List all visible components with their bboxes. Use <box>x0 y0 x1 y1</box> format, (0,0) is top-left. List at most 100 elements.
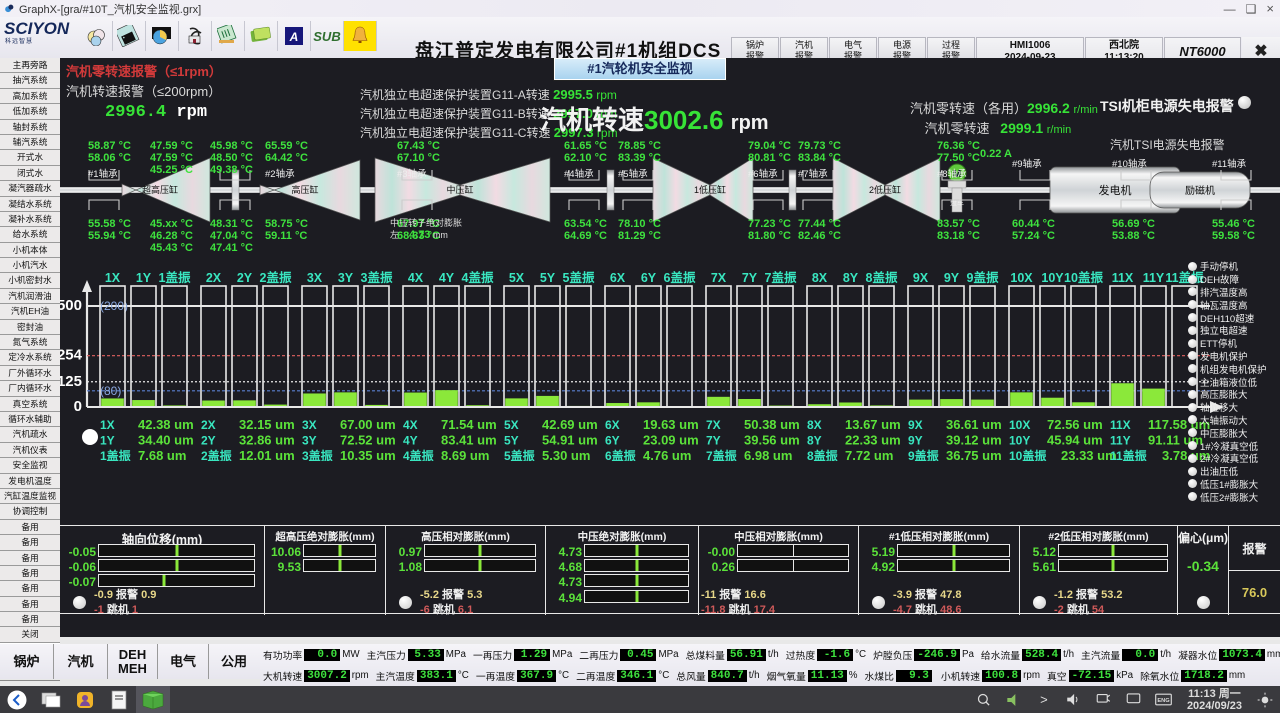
svg-text:11X: 11X <box>1110 418 1131 432</box>
svg-text:4盖振: 4盖振 <box>403 448 434 461</box>
svg-text:32.15 um: 32.15 um <box>239 417 295 432</box>
svg-text:5盖振: 5盖振 <box>504 448 535 461</box>
svg-text:4X: 4X <box>403 418 418 432</box>
svg-text:10Y: 10Y <box>1009 434 1030 448</box>
svg-text:8Y: 8Y <box>843 271 859 285</box>
svg-text:45.94 um: 45.94 um <box>1047 433 1103 448</box>
svg-text:5Y: 5Y <box>504 434 519 448</box>
svg-text:2X: 2X <box>201 418 216 432</box>
svg-text:(80): (80) <box>100 384 121 398</box>
svg-text:254: 254 <box>60 347 83 364</box>
svg-text:3盖振: 3盖振 <box>361 270 393 285</box>
svg-text:1Y: 1Y <box>100 434 115 448</box>
svg-text:9X: 9X <box>908 418 923 432</box>
svg-text:3Y: 3Y <box>302 434 317 448</box>
svg-text:5Y: 5Y <box>540 271 556 285</box>
svg-text:9盖振: 9盖振 <box>967 270 999 285</box>
svg-text:7盖振: 7盖振 <box>706 448 737 461</box>
svg-text:4盖振: 4盖振 <box>462 270 494 285</box>
svg-text:42.38 um: 42.38 um <box>138 417 194 432</box>
svg-text:3X: 3X <box>302 418 317 432</box>
svg-text:5X: 5X <box>509 271 525 285</box>
svg-text:10.35 um: 10.35 um <box>340 448 396 461</box>
svg-text:72.52 um: 72.52 um <box>340 433 396 448</box>
svg-text:11Y: 11Y <box>1110 434 1131 448</box>
svg-text:10X: 10X <box>1010 271 1033 285</box>
svg-text:13.67 um: 13.67 um <box>845 417 901 432</box>
svg-text:9盖振: 9盖振 <box>908 448 939 461</box>
svg-text:6X: 6X <box>605 418 620 432</box>
svg-text:1X: 1X <box>105 271 121 285</box>
svg-text:39.56 um: 39.56 um <box>744 433 800 448</box>
svg-text:3盖振: 3盖振 <box>302 448 333 461</box>
svg-text:42.69 um: 42.69 um <box>542 417 598 432</box>
svg-text:11盖振: 11盖振 <box>1110 448 1147 461</box>
svg-text:4.76 um: 4.76 um <box>643 448 691 461</box>
svg-text:10盖振: 10盖振 <box>1009 448 1046 461</box>
svg-text:1Y: 1Y <box>136 271 152 285</box>
svg-text:72.56 um: 72.56 um <box>1047 417 1103 432</box>
svg-text:11X: 11X <box>1112 271 1134 285</box>
svg-text:0: 0 <box>74 398 82 415</box>
svg-text:2盖振: 2盖振 <box>260 270 292 285</box>
svg-text:19.63 um: 19.63 um <box>643 417 699 432</box>
svg-text:22.33 um: 22.33 um <box>845 433 901 448</box>
svg-text:12.01 um: 12.01 um <box>239 448 295 461</box>
svg-text:6盖振: 6盖振 <box>664 270 696 285</box>
svg-text:8Y: 8Y <box>807 434 822 448</box>
svg-text:7.68 um: 7.68 um <box>138 448 186 461</box>
svg-text:32.86 um: 32.86 um <box>239 433 295 448</box>
svg-text:36.61 um: 36.61 um <box>946 417 1002 432</box>
svg-text:3Y: 3Y <box>338 271 354 285</box>
svg-text:6盖振: 6盖振 <box>605 448 636 461</box>
svg-text:(200): (200) <box>100 299 128 313</box>
svg-text:1盖振: 1盖振 <box>159 270 191 285</box>
svg-text:83.41 um: 83.41 um <box>441 433 497 448</box>
svg-text:9X: 9X <box>913 271 929 285</box>
svg-text:6Y: 6Y <box>641 271 657 285</box>
svg-text:8.69 um: 8.69 um <box>441 448 489 461</box>
svg-text:2X: 2X <box>206 271 222 285</box>
svg-text:34.40 um: 34.40 um <box>138 433 194 448</box>
svg-text:5.30 um: 5.30 um <box>542 448 590 461</box>
svg-text:10X: 10X <box>1009 418 1030 432</box>
svg-text:8盖振: 8盖振 <box>866 270 898 285</box>
svg-text:10Y: 10Y <box>1041 271 1064 285</box>
svg-text:4Y: 4Y <box>403 434 418 448</box>
svg-text:4X: 4X <box>408 271 424 285</box>
svg-text:23.09 um: 23.09 um <box>643 433 699 448</box>
svg-text:7.72 um: 7.72 um <box>845 448 893 461</box>
svg-text:2Y: 2Y <box>201 434 216 448</box>
svg-text:7X: 7X <box>711 271 727 285</box>
svg-text:5盖振: 5盖振 <box>563 270 595 285</box>
svg-text:6Y: 6Y <box>605 434 620 448</box>
svg-text:3X: 3X <box>307 271 323 285</box>
svg-text:ENG: ENG <box>1158 698 1171 704</box>
svg-text:9Y: 9Y <box>908 434 923 448</box>
svg-text:8盖振: 8盖振 <box>807 448 838 461</box>
svg-text:10盖振: 10盖振 <box>1064 270 1103 285</box>
svg-text:54.91 um: 54.91 um <box>542 433 598 448</box>
svg-text:7Y: 7Y <box>742 271 758 285</box>
svg-text:23.33 um: 23.33 um <box>1061 448 1117 461</box>
svg-text:67.00 um: 67.00 um <box>340 417 396 432</box>
svg-text:4Y: 4Y <box>439 271 455 285</box>
svg-text:125: 125 <box>60 373 82 390</box>
svg-text:A: A <box>289 30 299 44</box>
svg-text:7X: 7X <box>706 418 721 432</box>
svg-text:50.38 um: 50.38 um <box>744 417 800 432</box>
svg-text:7盖振: 7盖振 <box>765 270 797 285</box>
svg-text:500: 500 <box>60 297 82 314</box>
svg-text:11Y: 11Y <box>1143 271 1165 285</box>
svg-text:8X: 8X <box>807 418 822 432</box>
svg-text:7Y: 7Y <box>706 434 721 448</box>
svg-text:71.54 um: 71.54 um <box>441 417 497 432</box>
svg-text:5X: 5X <box>504 418 519 432</box>
svg-text:8X: 8X <box>812 271 828 285</box>
svg-text:39.12 um: 39.12 um <box>946 433 1002 448</box>
svg-text:6X: 6X <box>610 271 626 285</box>
svg-text:9Y: 9Y <box>944 271 960 285</box>
svg-text:1X: 1X <box>100 418 115 432</box>
svg-text:2盖振: 2盖振 <box>201 448 232 461</box>
svg-text:2Y: 2Y <box>237 271 253 285</box>
